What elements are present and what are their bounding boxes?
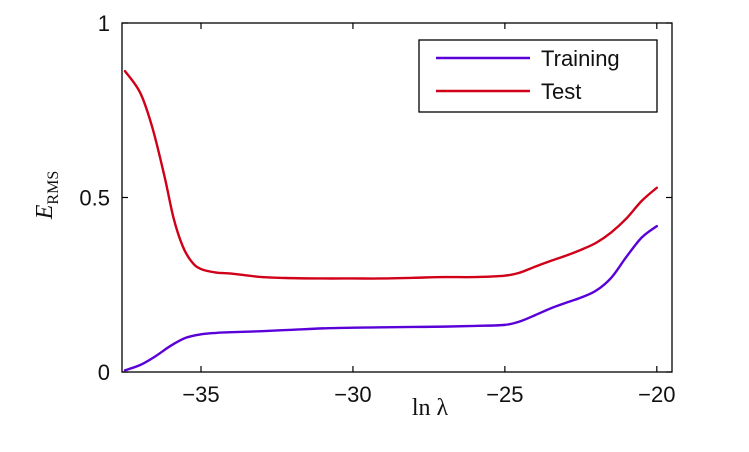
series-line-training bbox=[123, 224, 659, 372]
axis-ticks bbox=[122, 22, 672, 373]
y-axis-label: ERMS bbox=[32, 171, 62, 220]
x-tick-label: −35 bbox=[182, 382, 219, 407]
series-lines bbox=[123, 69, 659, 372]
legend-box bbox=[418, 39, 658, 113]
legend-label-training: Training bbox=[541, 46, 620, 71]
legend: Training Test bbox=[418, 39, 658, 113]
x-tick-label: −30 bbox=[334, 382, 371, 407]
x-tick-label: −25 bbox=[486, 382, 523, 407]
legend-label-test: Test bbox=[541, 79, 581, 104]
y-tick-label: 1 bbox=[98, 11, 110, 36]
y-axis-label-main: E bbox=[32, 204, 58, 220]
y-tick-label: 0 bbox=[98, 360, 110, 385]
y-axis-label-sub: RMS bbox=[45, 171, 62, 205]
x-tick-label: −20 bbox=[638, 382, 675, 407]
y-tick-label: 0.5 bbox=[79, 186, 110, 211]
x-tick-labels: −35 −30 −25 −20 bbox=[182, 382, 675, 407]
y-tick-labels: 00.51 bbox=[79, 11, 110, 385]
series-line-test bbox=[123, 69, 659, 280]
x-axis-label: ln λ bbox=[412, 395, 449, 421]
